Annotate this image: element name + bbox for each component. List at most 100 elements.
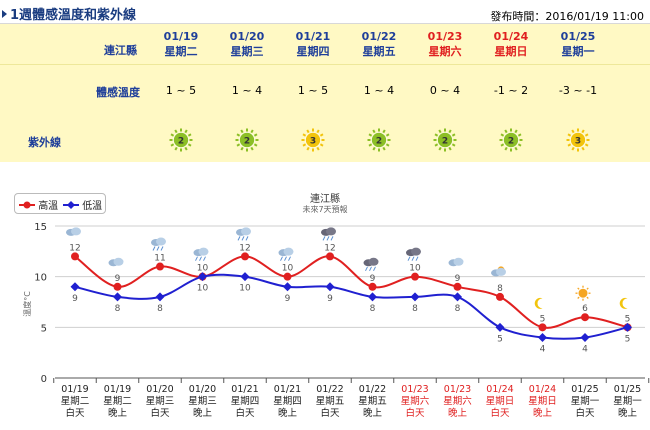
legend-high[interactable]: 高溫 <box>19 197 58 212</box>
chart-svg: 0 5 10 15 溫度°C 12 9 11 10 12 10 12 9 10 9 8 5 6 5 9 8 8 10 10 9 9… <box>22 222 650 419</box>
low-temp-label: 5 <box>497 334 503 344</box>
x-label-period: 白天 <box>235 407 255 419</box>
uv-cell: 2 <box>478 128 544 152</box>
apparent-temp-cell: 1 ~ 4 <box>363 84 395 97</box>
day-date: 01/24 <box>493 30 529 43</box>
uv-cell: 2 <box>214 128 280 152</box>
x-label-date: 01/24 <box>529 384 556 395</box>
high-temp-label: 9 <box>370 274 376 284</box>
x-label-date: 01/20 <box>146 384 173 395</box>
x-label-weekday: 星期日 <box>486 396 515 407</box>
apparent-temp-label: 體感溫度 <box>96 86 140 99</box>
uv-cell: 2 <box>148 128 214 152</box>
x-label-date: 01/19 <box>61 384 88 395</box>
apparent-temp-cell: 1 ~ 5 <box>165 84 197 97</box>
moon-icon <box>619 297 628 309</box>
sun-icon <box>575 285 591 301</box>
y-tick-label: 5 <box>41 323 47 334</box>
x-label-period: 白天 <box>575 407 595 419</box>
uv-cell: 2 <box>412 128 478 152</box>
uv-index-value: 2 <box>442 137 448 147</box>
legend-low-marker <box>63 201 79 209</box>
x-label-period: 白天 <box>150 407 170 419</box>
high-temp-label: 11 <box>154 254 165 264</box>
x-label-weekday: 星期四 <box>273 396 302 407</box>
low-temp-label: 5 <box>625 334 631 344</box>
uv-index-value: 2 <box>508 137 514 147</box>
day-date: 01/22 <box>361 30 397 43</box>
forecast-table: 連江縣 體感溫度 紫外線 01/19 星期二 1 ~ 5 2 01/20 星期三 1 ~ 4… <box>0 23 650 162</box>
y-tick-label: 10 <box>34 273 47 284</box>
low-temp-label: 8 <box>370 304 376 314</box>
day-header-01-21: 01/21 星期四 <box>280 29 346 59</box>
cloudy-icon <box>66 227 81 236</box>
x-label-period: 白天 <box>65 407 85 419</box>
low-temp-point <box>538 332 547 342</box>
legend-low[interactable]: 低溫 <box>63 197 102 212</box>
high-temp-point <box>113 282 122 291</box>
x-label-period: 晚上 <box>618 408 638 419</box>
cloudy-rain-icon <box>151 237 166 251</box>
low-temp-label: 10 <box>239 284 251 294</box>
uv-sun-icon: 3 <box>301 128 325 152</box>
cloudy-icon <box>448 257 464 267</box>
x-label-date: 01/21 <box>231 384 258 395</box>
high-temp-label: 5 <box>540 314 546 324</box>
day-weekday: 星期五 <box>362 45 396 58</box>
high-temp-label: 10 <box>409 264 421 274</box>
uv-sun-icon: 2 <box>169 128 193 152</box>
x-label-weekday: 星期六 <box>443 395 472 407</box>
cloudy-rain-icon <box>278 247 294 261</box>
uv-cell: 2 <box>346 128 412 152</box>
day-weekday: 星期日 <box>494 45 528 58</box>
high-temp-label: 9 <box>115 274 121 284</box>
high-temp-point <box>326 252 334 261</box>
high-temp-label: 12 <box>239 243 250 253</box>
uv-index-value: 3 <box>575 137 581 147</box>
x-label-period: 白天 <box>405 407 425 419</box>
x-label-date: 01/22 <box>316 384 343 395</box>
day-date: 01/20 <box>229 30 265 43</box>
x-label-date: 01/23 <box>444 384 471 395</box>
uv-cell: 3 <box>545 128 611 152</box>
uv-cell: 3 <box>280 128 346 152</box>
high-temp-point <box>368 282 377 291</box>
table-header-row <box>0 24 650 65</box>
x-label-date: 01/21 <box>274 384 301 395</box>
page-title: 1週體感溫度和紫外線 <box>2 4 136 23</box>
x-label-period: 晚上 <box>193 408 213 419</box>
x-label-weekday: 星期四 <box>231 396 260 407</box>
dark-rain-icon <box>406 247 421 261</box>
low-temp-point <box>198 272 207 282</box>
apparent-temp-cell: 1 ~ 4 <box>231 84 263 97</box>
cloudy-rain-icon <box>236 227 251 241</box>
high-temp-point <box>581 313 589 322</box>
low-temp-point <box>113 292 122 302</box>
day-weekday: 星期一 <box>561 45 595 58</box>
high-temp-point <box>496 292 504 301</box>
uv-label: 紫外線 <box>28 136 61 149</box>
low-temp-point <box>368 292 377 302</box>
high-temp-label: 12 <box>69 243 80 253</box>
chart-subtitle: 未來7天預報 <box>302 205 348 214</box>
cloudy-sun-icon <box>491 266 506 277</box>
apparent-temp-cell: -3 ~ -1 <box>558 84 598 97</box>
day-date: 01/25 <box>560 30 596 43</box>
y-axis-label: 溫度°C <box>22 291 32 317</box>
x-label-date: 01/25 <box>614 384 641 395</box>
x-label-date: 01/23 <box>401 384 428 395</box>
day-header-01-20: 01/20 星期三 <box>214 29 280 59</box>
x-label-weekday: 星期日 <box>528 396 557 407</box>
day-date: 01/19 <box>163 30 199 43</box>
x-label-period: 晚上 <box>108 408 128 419</box>
high-temp-point <box>71 252 79 261</box>
day-weekday: 星期二 <box>164 45 198 58</box>
x-label-weekday: 星期一 <box>571 396 600 407</box>
day-header-01-22: 01/22 星期五 <box>346 29 412 59</box>
legend-high-marker <box>19 201 35 209</box>
day-weekday: 星期四 <box>296 45 330 58</box>
low-temp-point <box>410 292 420 302</box>
x-label-period: 晚上 <box>533 408 553 419</box>
x-label-period: 白天 <box>320 407 340 419</box>
page-header: 1週體感溫度和紫外線 發布時間：2016/01/19 11:00 <box>0 0 650 24</box>
